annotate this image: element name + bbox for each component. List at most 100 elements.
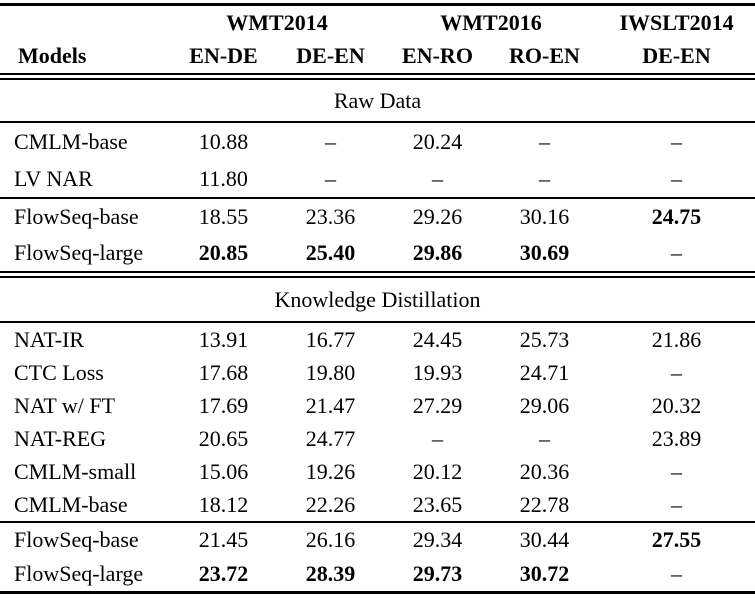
score-cell-best: 24.75 [651,204,702,229]
score-cell: – [539,165,550,191]
table-rule [0,121,755,123]
table-rule [0,197,755,199]
score-cell: 19.93 [412,359,463,385]
table-rule-double-b [0,276,755,278]
score-cell: – [539,128,550,154]
score-cell: 30.44 [519,527,570,552]
table-row: FlowSeq-large 20.85 25.40 29.86 30.69 – [0,235,755,271]
score-cell-best: 28.39 [305,561,356,586]
header-group-wmt2014: WMT2014 [226,9,328,35]
section-title-knowledge-distillation: Knowledge Distillation [274,286,481,312]
table-row: CMLM-base 18.12 22.26 23.65 22.78 – [0,488,755,521]
score-cell: – [671,165,682,191]
score-cell: 16.77 [305,326,356,352]
score-cell: 20.24 [412,128,463,154]
table-row: LV NAR 11.80 – – – – [0,160,755,197]
model-name-cell: FlowSeq-base [14,204,139,229]
table-header-group-row: WMT2014 WMT2016 IWSLT2014 [0,6,755,39]
score-cell-best: 27.55 [651,527,702,552]
table-row: FlowSeq-base 18.55 23.36 29.26 30.16 24.… [0,199,755,235]
model-name-cell: NAT-IR [14,326,85,352]
col-header-de-en: DE-EN [296,43,365,68]
score-cell: 23.65 [412,491,463,517]
table-row: FlowSeq-large 23.72 28.39 29.73 30.72 – [0,557,755,591]
table-row: NAT w/ FT 17.69 21.47 27.29 29.06 20.32 [0,389,755,422]
table-row: CTC Loss 17.68 19.80 19.93 24.71 – [0,356,755,389]
score-cell: 29.26 [412,204,463,229]
score-cell: – [671,128,682,154]
score-cell-best: 25.40 [305,240,356,265]
score-cell: 19.26 [305,458,356,484]
col-header-iwslt-de-en: DE-EN [642,43,711,68]
score-cell-best: 20.85 [198,240,249,265]
score-cell: 22.26 [305,491,356,517]
score-cell: – [671,359,682,385]
bottom-margin [0,594,755,599]
table-rule [0,521,755,523]
score-cell: 29.34 [412,527,463,552]
score-cell: 18.55 [198,204,249,229]
score-cell: 10.88 [198,128,249,154]
score-cell: 27.29 [412,392,463,418]
score-cell: – [325,128,336,154]
score-cell: 24.45 [412,326,463,352]
score-cell: 24.71 [519,359,570,385]
table-row: NAT-REG 20.65 24.77 – – 23.89 [0,422,755,455]
score-cell: 21.47 [305,392,356,418]
score-cell: 21.86 [651,326,702,352]
table-rule-double-a [0,271,755,273]
table-rule-double-b [0,78,755,80]
table-rule-bottom [0,591,755,594]
score-cell-best: 30.72 [519,561,570,586]
model-name-cell: FlowSeq-large [14,561,144,586]
score-cell: 29.06 [519,392,570,418]
score-cell: – [671,240,682,265]
model-name-cell: FlowSeq-large [14,240,144,265]
model-name-cell: NAT-REG [14,425,107,451]
score-cell: – [671,491,682,517]
header-group-wmt2016: WMT2016 [440,9,542,35]
table-row: CMLM-small 15.06 19.26 20.12 20.36 – [0,455,755,488]
score-cell: 15.06 [198,458,249,484]
score-cell: – [432,165,443,191]
score-cell: – [671,458,682,484]
score-cell: 25.73 [519,326,570,352]
score-cell: 17.69 [198,392,249,418]
models-header: Models [18,43,87,68]
score-cell: 13.91 [198,326,249,352]
score-cell: 17.68 [198,359,249,385]
score-cell: 20.36 [519,458,570,484]
model-name-cell: CTC Loss [14,359,104,385]
score-cell: 20.32 [651,392,702,418]
table-rule-double-a [0,73,755,75]
score-cell-best: 23.72 [198,561,249,586]
model-name-cell: CMLM-small [14,458,137,484]
model-name-cell: LV NAR [14,165,93,191]
score-cell-best: 29.86 [412,240,463,265]
score-cell-best: 29.73 [412,561,463,586]
model-name-cell: FlowSeq-base [14,527,139,552]
col-header-en-ro: EN-RO [402,43,473,68]
score-cell: 20.12 [412,458,463,484]
model-name-cell: CMLM-base [14,491,128,517]
score-cell-best: 30.69 [519,240,570,265]
score-cell: – [432,425,443,451]
score-cell: 18.12 [198,491,249,517]
table-row: NAT-IR 13.91 16.77 24.45 25.73 21.86 [0,323,755,356]
score-cell: 22.78 [519,491,570,517]
score-cell: 30.16 [519,204,570,229]
score-cell: – [539,425,550,451]
table-row: CMLM-base 10.88 – 20.24 – – [0,123,755,160]
score-cell: 24.77 [305,425,356,451]
table-rule [0,321,755,323]
header-group-iwslt2014: IWSLT2014 [619,9,734,35]
model-name-cell: CMLM-base [14,128,128,154]
score-cell: 26.16 [305,527,356,552]
score-cell: 23.36 [305,204,356,229]
score-cell: 23.89 [651,425,702,451]
score-cell: – [671,561,682,586]
table-header-row: Models EN-DE DE-EN EN-RO RO-EN DE-EN [0,39,755,73]
section-title-raw-data: Raw Data [333,87,422,113]
score-cell: 19.80 [305,359,356,385]
